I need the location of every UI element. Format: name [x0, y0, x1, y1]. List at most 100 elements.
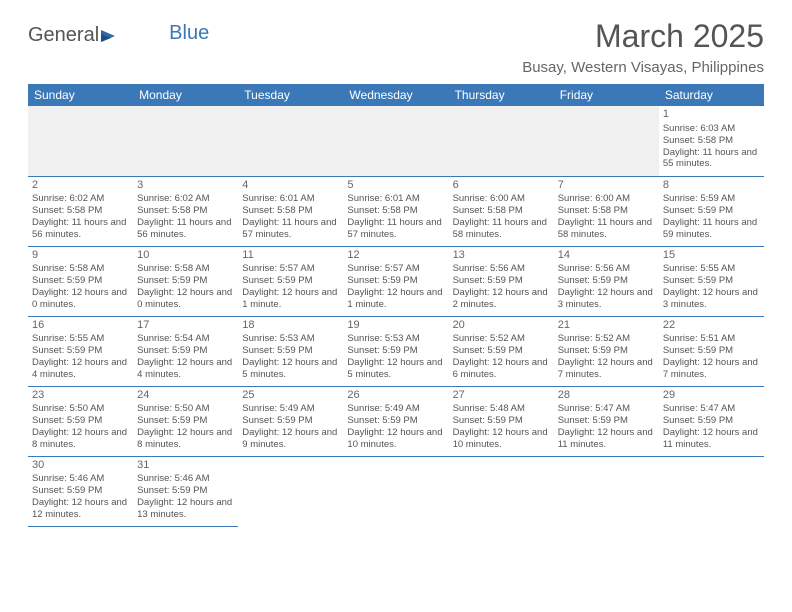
calendar-cell-empty [133, 106, 238, 176]
sunrise-text: Sunrise: 5:55 AM [32, 333, 129, 345]
sunset-text: Sunset: 5:58 PM [347, 205, 444, 217]
sunrise-text: Sunrise: 5:51 AM [663, 333, 760, 345]
sunset-text: Sunset: 5:59 PM [347, 275, 444, 287]
calendar-table: SundayMondayTuesdayWednesdayThursdayFrid… [28, 84, 764, 527]
sunrise-text: Sunrise: 6:02 AM [32, 193, 129, 205]
calendar-cell-empty [449, 456, 554, 526]
calendar-cell: 20Sunrise: 5:52 AMSunset: 5:59 PMDayligh… [449, 316, 554, 386]
logo: General Blue [28, 18, 209, 47]
day-number: 23 [32, 389, 129, 403]
day-number: 2 [32, 179, 129, 193]
sunset-text: Sunset: 5:59 PM [242, 275, 339, 287]
sunset-text: Sunset: 5:59 PM [347, 345, 444, 357]
daylight-text: Daylight: 12 hours and 5 minutes. [242, 357, 339, 381]
calendar-cell: 6Sunrise: 6:00 AMSunset: 5:58 PMDaylight… [449, 176, 554, 246]
day-number: 21 [558, 319, 655, 333]
daylight-text: Daylight: 12 hours and 11 minutes. [663, 427, 760, 451]
daylight-text: Daylight: 12 hours and 1 minute. [347, 287, 444, 311]
daylight-text: Daylight: 12 hours and 7 minutes. [558, 357, 655, 381]
calendar-cell-empty [554, 106, 659, 176]
sunset-text: Sunset: 5:58 PM [453, 205, 550, 217]
daylight-text: Daylight: 12 hours and 0 minutes. [32, 287, 129, 311]
daylight-text: Daylight: 12 hours and 9 minutes. [242, 427, 339, 451]
sunset-text: Sunset: 5:59 PM [558, 415, 655, 427]
sunset-text: Sunset: 5:59 PM [663, 275, 760, 287]
calendar-cell: 8Sunrise: 5:59 AMSunset: 5:59 PMDaylight… [659, 176, 764, 246]
day-number: 11 [242, 249, 339, 263]
sunrise-text: Sunrise: 6:01 AM [242, 193, 339, 205]
sunrise-text: Sunrise: 6:02 AM [137, 193, 234, 205]
sunrise-text: Sunrise: 5:58 AM [32, 263, 129, 275]
sunrise-text: Sunrise: 5:56 AM [558, 263, 655, 275]
logo-text-1: General [28, 24, 99, 47]
day-number: 1 [663, 108, 760, 122]
sunrise-text: Sunrise: 5:47 AM [663, 403, 760, 415]
sunset-text: Sunset: 5:58 PM [137, 205, 234, 217]
daylight-text: Daylight: 12 hours and 1 minute. [242, 287, 339, 311]
calendar-cell: 19Sunrise: 5:53 AMSunset: 5:59 PMDayligh… [343, 316, 448, 386]
sunrise-text: Sunrise: 6:00 AM [558, 193, 655, 205]
daylight-text: Daylight: 12 hours and 2 minutes. [453, 287, 550, 311]
day-number: 26 [347, 389, 444, 403]
day-number: 28 [558, 389, 655, 403]
day-number: 31 [137, 459, 234, 473]
calendar-cell: 30Sunrise: 5:46 AMSunset: 5:59 PMDayligh… [28, 456, 133, 526]
calendar-cell: 13Sunrise: 5:56 AMSunset: 5:59 PMDayligh… [449, 246, 554, 316]
sunrise-text: Sunrise: 6:03 AM [663, 123, 760, 135]
sunset-text: Sunset: 5:59 PM [242, 345, 339, 357]
sunset-text: Sunset: 5:59 PM [453, 415, 550, 427]
sunset-text: Sunset: 5:59 PM [453, 275, 550, 287]
daylight-text: Daylight: 12 hours and 8 minutes. [32, 427, 129, 451]
day-header: Wednesday [343, 84, 448, 106]
sunset-text: Sunset: 5:59 PM [558, 275, 655, 287]
day-number: 9 [32, 249, 129, 263]
daylight-text: Daylight: 11 hours and 58 minutes. [453, 217, 550, 241]
sunset-text: Sunset: 5:59 PM [663, 415, 760, 427]
day-number: 8 [663, 179, 760, 193]
header: General Blue March 2025 Busay, Western V… [28, 18, 764, 82]
sunset-text: Sunset: 5:59 PM [137, 275, 234, 287]
calendar-cell: 1Sunrise: 6:03 AMSunset: 5:58 PMDaylight… [659, 106, 764, 176]
sunset-text: Sunset: 5:59 PM [663, 345, 760, 357]
sunrise-text: Sunrise: 5:56 AM [453, 263, 550, 275]
sunset-text: Sunset: 5:59 PM [453, 345, 550, 357]
calendar-row: 16Sunrise: 5:55 AMSunset: 5:59 PMDayligh… [28, 316, 764, 386]
day-header: Thursday [449, 84, 554, 106]
sunset-text: Sunset: 5:58 PM [32, 205, 129, 217]
day-number: 20 [453, 319, 550, 333]
calendar-cell: 27Sunrise: 5:48 AMSunset: 5:59 PMDayligh… [449, 386, 554, 456]
sunrise-text: Sunrise: 5:50 AM [137, 403, 234, 415]
daylight-text: Daylight: 12 hours and 0 minutes. [137, 287, 234, 311]
calendar-cell: 2Sunrise: 6:02 AMSunset: 5:58 PMDaylight… [28, 176, 133, 246]
day-number: 10 [137, 249, 234, 263]
daylight-text: Daylight: 12 hours and 8 minutes. [137, 427, 234, 451]
daylight-text: Daylight: 12 hours and 13 minutes. [137, 497, 234, 521]
day-number: 13 [453, 249, 550, 263]
sunset-text: Sunset: 5:59 PM [32, 345, 129, 357]
calendar-cell: 17Sunrise: 5:54 AMSunset: 5:59 PMDayligh… [133, 316, 238, 386]
day-header: Tuesday [238, 84, 343, 106]
calendar-cell-empty [238, 456, 343, 526]
calendar-cell: 22Sunrise: 5:51 AMSunset: 5:59 PMDayligh… [659, 316, 764, 386]
sunrise-text: Sunrise: 6:01 AM [347, 193, 444, 205]
day-header: Monday [133, 84, 238, 106]
calendar-cell: 9Sunrise: 5:58 AMSunset: 5:59 PMDaylight… [28, 246, 133, 316]
day-number: 19 [347, 319, 444, 333]
daylight-text: Daylight: 11 hours and 57 minutes. [347, 217, 444, 241]
calendar-cell: 16Sunrise: 5:55 AMSunset: 5:59 PMDayligh… [28, 316, 133, 386]
sunrise-text: Sunrise: 5:55 AM [663, 263, 760, 275]
sunset-text: Sunset: 5:59 PM [137, 485, 234, 497]
sunrise-text: Sunrise: 5:52 AM [453, 333, 550, 345]
calendar-cell: 12Sunrise: 5:57 AMSunset: 5:59 PMDayligh… [343, 246, 448, 316]
sunset-text: Sunset: 5:58 PM [558, 205, 655, 217]
day-number: 5 [347, 179, 444, 193]
sunset-text: Sunset: 5:59 PM [137, 415, 234, 427]
sunrise-text: Sunrise: 5:46 AM [32, 473, 129, 485]
calendar-cell: 14Sunrise: 5:56 AMSunset: 5:59 PMDayligh… [554, 246, 659, 316]
day-number: 7 [558, 179, 655, 193]
logo-text-2: Blue [169, 22, 209, 45]
sunrise-text: Sunrise: 5:57 AM [242, 263, 339, 275]
daylight-text: Daylight: 12 hours and 6 minutes. [453, 357, 550, 381]
day-header: Sunday [28, 84, 133, 106]
daylight-text: Daylight: 11 hours and 57 minutes. [242, 217, 339, 241]
